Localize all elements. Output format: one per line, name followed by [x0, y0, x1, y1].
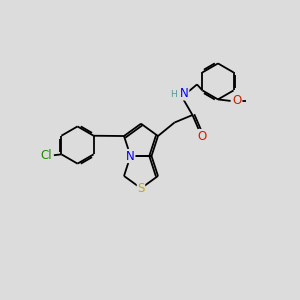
- Text: N: N: [126, 149, 135, 163]
- Text: N: N: [180, 87, 189, 100]
- Text: S: S: [137, 182, 145, 195]
- Text: Cl: Cl: [40, 149, 52, 162]
- Text: O: O: [198, 130, 207, 142]
- Text: H: H: [170, 90, 177, 99]
- Text: O: O: [232, 94, 242, 107]
